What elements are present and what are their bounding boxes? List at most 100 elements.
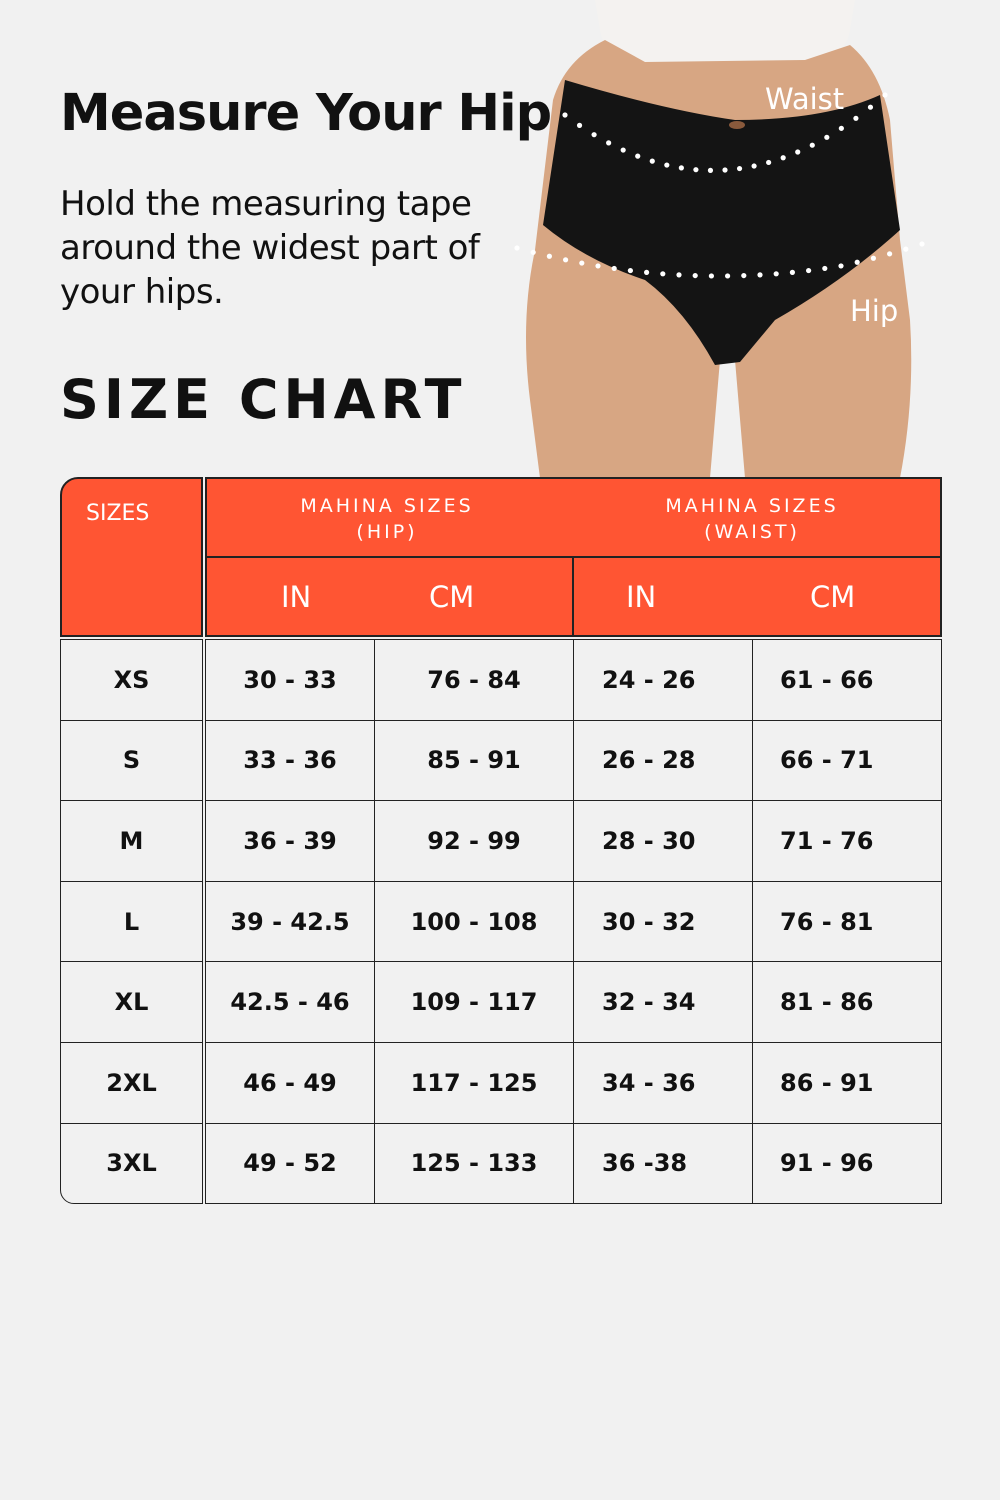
header-group-row: MAHINA SIZES (HIP) MAHINA SIZES (WAIST) [205, 477, 942, 558]
measurement-cell: 26 - 28 [573, 719, 753, 802]
page-title: Measure Your Hip [60, 84, 552, 143]
dot [563, 257, 569, 263]
measurement-cell: 34 - 36 [573, 1042, 753, 1124]
dot [867, 104, 874, 110]
dot [806, 267, 812, 274]
dot [780, 155, 786, 161]
dot [853, 115, 859, 121]
measurement-cell: 30 - 33 [205, 639, 375, 721]
size-cell: XL [60, 961, 203, 1043]
dot [789, 269, 795, 275]
dot [903, 246, 909, 252]
measurement-cell: 92 - 99 [374, 800, 574, 882]
hip-label: Hip [850, 294, 899, 328]
measurement-cell: 61 - 66 [752, 639, 942, 721]
measurement-cell: 32 - 34 [573, 961, 753, 1043]
dot [887, 251, 893, 257]
measurement-cell: 33 - 36 [205, 719, 375, 802]
measurement-dots [514, 92, 925, 279]
measurement-cell: 49 - 52 [205, 1122, 375, 1205]
dot [882, 92, 888, 98]
measurement-cell: 81 - 86 [752, 961, 942, 1043]
measurement-cell: 46 - 49 [205, 1042, 375, 1124]
dot [838, 263, 844, 269]
dot [692, 272, 698, 279]
measurement-cell: 117 - 125 [374, 1042, 574, 1124]
hip-group-header: MAHINA SIZES (HIP) [300, 495, 474, 543]
measurement-cell: 24 - 26 [573, 639, 753, 721]
measurement-cell: 36 - 39 [205, 800, 375, 882]
dot [530, 249, 536, 255]
unit-header: IN [626, 579, 657, 614]
measurement-cell: 66 - 71 [752, 719, 942, 802]
dot [579, 260, 585, 266]
measurement-cell: 39 - 42.5 [205, 880, 375, 963]
measurement-cell: 28 - 30 [573, 800, 753, 882]
dot [678, 165, 684, 171]
dot [854, 259, 860, 265]
dot [722, 167, 728, 173]
measurement-cell: 91 - 96 [752, 1122, 942, 1205]
dot [751, 163, 757, 169]
dot [795, 149, 801, 155]
dot [664, 162, 670, 168]
size-cell: M [60, 800, 203, 882]
measurement-cell: 86 - 91 [752, 1042, 942, 1124]
size-cell: 3XL [60, 1122, 203, 1205]
dot [693, 167, 699, 173]
dot [627, 267, 633, 274]
size-cell: 2XL [60, 1042, 203, 1124]
measurement-cell: 85 - 91 [374, 719, 574, 802]
dot [676, 272, 682, 278]
dot [635, 153, 641, 159]
dot [773, 271, 779, 277]
dot [595, 263, 601, 269]
waist-label: Waist [765, 82, 845, 116]
dot [708, 273, 714, 279]
measurement-cell: 100 - 108 [374, 880, 574, 963]
measurement-cell: 76 - 81 [752, 880, 942, 963]
dot [824, 134, 830, 140]
dot [546, 253, 552, 259]
size-chart-title: SIZE CHART [60, 368, 467, 431]
dot [741, 272, 747, 279]
dot [736, 165, 743, 172]
waist-group-header: MAHINA SIZES (WAIST) [665, 495, 839, 543]
size-cell: XS [60, 639, 203, 721]
dot [725, 273, 731, 279]
measurement-cell: 30 - 32 [573, 880, 753, 963]
unit-header: CM [810, 579, 856, 614]
measurement-cell: 109 - 117 [374, 961, 574, 1043]
dot [644, 269, 650, 275]
dot [576, 122, 583, 128]
dot [766, 159, 772, 166]
dot [870, 255, 876, 261]
size-cell: S [60, 719, 203, 802]
dot [707, 167, 714, 173]
dot [562, 112, 568, 118]
model-photo: Waist Hip [505, 0, 935, 478]
size-chart-table: SIZES MAHINA SIZES (HIP) MAHINA SIZES (W… [60, 477, 942, 1206]
dot [757, 272, 763, 278]
dot [919, 241, 925, 247]
dot [809, 142, 815, 148]
measurement-cell: 71 - 76 [752, 800, 942, 882]
unit-header: CM [429, 579, 475, 614]
dot [838, 125, 844, 131]
size-cell: L [60, 880, 203, 963]
dot [591, 132, 597, 138]
dot [822, 265, 828, 272]
hip-units-header: IN CM [205, 556, 574, 637]
unit-header: IN [281, 579, 312, 614]
dot [660, 271, 666, 277]
sizes-header: SIZES [60, 477, 203, 637]
measurement-cell: 76 - 84 [374, 639, 574, 721]
measurement-cell: 42.5 - 46 [205, 961, 375, 1043]
instruction-text: Hold the measuring tape around the wides… [60, 184, 480, 312]
measurement-cell: 125 - 133 [374, 1122, 574, 1205]
dot [649, 158, 655, 164]
dot [514, 245, 520, 251]
dot [611, 265, 617, 272]
dot [606, 140, 612, 146]
waist-units-header: IN CM [572, 556, 942, 637]
